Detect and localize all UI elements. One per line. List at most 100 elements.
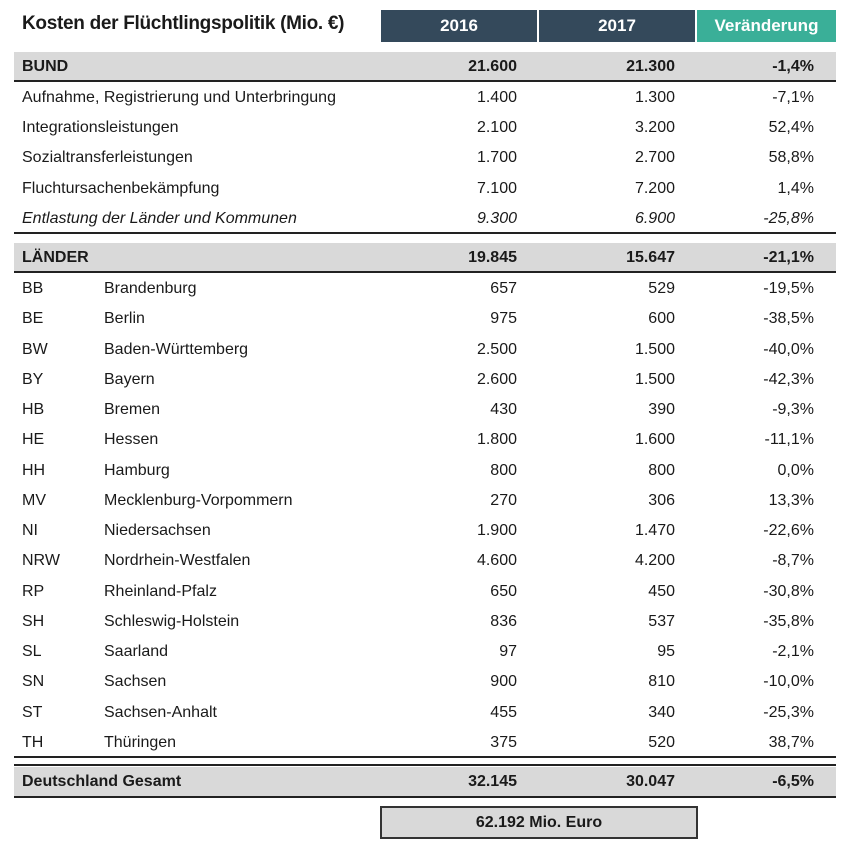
- cell-value-change: 0,0%: [777, 461, 814, 479]
- cell-value-2016: 1.400: [476, 89, 517, 106]
- cell-value-change: 1,4%: [777, 179, 814, 197]
- cell-value-change: -25,8%: [763, 209, 814, 227]
- cell-code: HE: [22, 431, 45, 449]
- total-row: Deutschland Gesamt 32.145 30.047 -6,5%: [14, 767, 836, 797]
- table-row: Entlastung der Länder und Kommunen 9.300 6…: [14, 204, 836, 234]
- cell-value-2016: 9.300: [476, 209, 517, 227]
- table-row: BY Bayern 2.600 1.500 -42,3%: [14, 365, 836, 395]
- table-row: HE Hessen 1.800 1.600 -11,1%: [14, 425, 836, 455]
- cell-code: SN: [22, 673, 45, 691]
- cell-value-2017: 520: [648, 733, 675, 751]
- cell-code: TH: [22, 733, 44, 751]
- cell-value-change: -38,5%: [763, 310, 814, 328]
- cell-label: LÄNDER: [22, 249, 89, 266]
- cell-code: RP: [22, 582, 45, 600]
- cell-label: Mecklenburg-Vorpommern: [104, 491, 293, 509]
- cell-value-change: -30,8%: [763, 582, 814, 600]
- cell-code: SL: [22, 643, 42, 660]
- cell-code: BW: [22, 340, 48, 358]
- cell-value-2016: 657: [490, 280, 517, 297]
- cell-value-change: 58,8%: [768, 149, 814, 167]
- header-2017: 2017: [539, 10, 695, 42]
- cell-label: Bayern: [104, 370, 155, 388]
- table-row: BB Brandenburg 657 529 -19,5%: [14, 274, 836, 304]
- cell-value-2017: 21.300: [626, 58, 675, 75]
- table-row: RP Rheinland-Pfalz 650 450 -30,8%: [14, 577, 836, 607]
- cell-value-2017: 6.900: [634, 209, 675, 227]
- cell-value-change: -40,0%: [763, 340, 814, 358]
- cell-code: BE: [22, 310, 44, 328]
- table-row: BW Baden-Württemberg 2.500 1.500 -40,0%: [14, 335, 836, 365]
- cell-value-2016: 97: [499, 643, 517, 660]
- cell-label: Sachsen-Anhalt: [104, 703, 217, 721]
- table-title: Kosten der Flüchtlingspolitik (Mio. €): [22, 13, 345, 34]
- cell-code: BB: [22, 280, 44, 297]
- table-row: NI Niedersachsen 1.900 1.470 -22,6%: [14, 516, 836, 546]
- cell-code: HH: [22, 461, 46, 479]
- cell-value-change: -42,3%: [763, 370, 814, 388]
- cell-value-2017: 3.200: [634, 119, 675, 137]
- cell-value-change: -2,1%: [772, 643, 814, 660]
- table-row: Integrationsleistungen 2.100 3.200 52,4%: [14, 113, 836, 143]
- table-row: MV Mecklenburg-Vorpommern 270 306 13,3%: [14, 486, 836, 516]
- cell-code: ST: [22, 703, 43, 721]
- divider: [14, 796, 836, 798]
- cell-label: Integrationsleistungen: [22, 119, 179, 137]
- table-row: Aufnahme, Registrierung und Unterbringun…: [14, 83, 836, 113]
- cell-label: Nordrhein-Westfalen: [104, 552, 251, 570]
- cell-value-2016: 650: [490, 582, 517, 600]
- cell-value-2016: 900: [490, 673, 517, 691]
- cell-code: HB: [22, 401, 45, 418]
- cell-label: Sachsen: [104, 673, 167, 691]
- cell-value-2016: 430: [490, 401, 517, 418]
- grand-total-box: 62.192 Mio. Euro: [380, 806, 698, 839]
- cell-value-change: -9,3%: [772, 401, 814, 418]
- cell-label: Berlin: [104, 310, 145, 328]
- cell-value-2016: 32.145: [468, 773, 517, 790]
- cell-label: Bremen: [104, 401, 161, 418]
- cell-value-2017: 529: [648, 280, 675, 297]
- cell-value-change: 38,7%: [768, 733, 814, 751]
- cell-value-2016: 270: [490, 491, 517, 509]
- cell-value-2017: 537: [648, 612, 675, 630]
- header-change: Veränderung: [697, 10, 836, 42]
- cell-value-2017: 1.500: [634, 340, 675, 358]
- table-row: SL Saarland 97 95 -2,1%: [14, 637, 836, 667]
- cell-label: Niedersachsen: [104, 522, 211, 539]
- cell-value-2016: 455: [490, 703, 517, 721]
- cell-label: Baden-Württemberg: [104, 340, 249, 358]
- cell-value-2016: 19.845: [468, 249, 517, 266]
- cell-value-2017: 95: [657, 643, 675, 660]
- cell-value-2017: 810: [648, 673, 675, 691]
- cell-value-2016: 1.800: [476, 431, 517, 449]
- cell-value-change: -22,6%: [763, 522, 814, 539]
- header-2016: 2016: [381, 10, 537, 42]
- cell-label: Saarland: [104, 643, 169, 660]
- table-row: SN Sachsen 900 810 -10,0%: [14, 667, 836, 697]
- cell-value-2017: 4.200: [634, 552, 675, 570]
- cell-value-2017: 390: [648, 401, 675, 418]
- divider: [14, 271, 836, 273]
- cell-value-2017: 1.600: [634, 431, 675, 449]
- cell-value-2016: 2.100: [476, 119, 517, 137]
- table-row: BE Berlin 975 600 -38,5%: [14, 304, 836, 334]
- cell-value-2016: 7.100: [476, 179, 517, 197]
- cell-code: NRW: [22, 552, 60, 570]
- cell-label: BUND: [22, 58, 69, 75]
- cell-value-2017: 340: [648, 703, 675, 721]
- cell-code: SH: [22, 612, 45, 630]
- cell-value-2017: 30.047: [626, 773, 675, 790]
- cell-value-2016: 800: [490, 461, 517, 479]
- cell-value-2017: 600: [648, 310, 675, 328]
- table-row: HB Bremen 430 390 -9,3%: [14, 395, 836, 425]
- cell-value-change: -7,1%: [772, 89, 814, 106]
- cell-value-change: -10,0%: [763, 673, 814, 691]
- cell-code: MV: [22, 491, 46, 509]
- cell-label: Fluchtursachenbekämpfung: [22, 179, 220, 197]
- cell-value-2017: 2.700: [634, 149, 675, 167]
- table-row: NRW Nordrhein-Westfalen 4.600 4.200 -8,7%: [14, 546, 836, 576]
- cell-value-change: -11,1%: [764, 431, 814, 449]
- cell-label: Entlastung der Länder und Kommunen: [22, 209, 297, 227]
- cell-label: Schleswig-Holstein: [104, 612, 240, 630]
- cell-value-change: -25,3%: [763, 703, 814, 721]
